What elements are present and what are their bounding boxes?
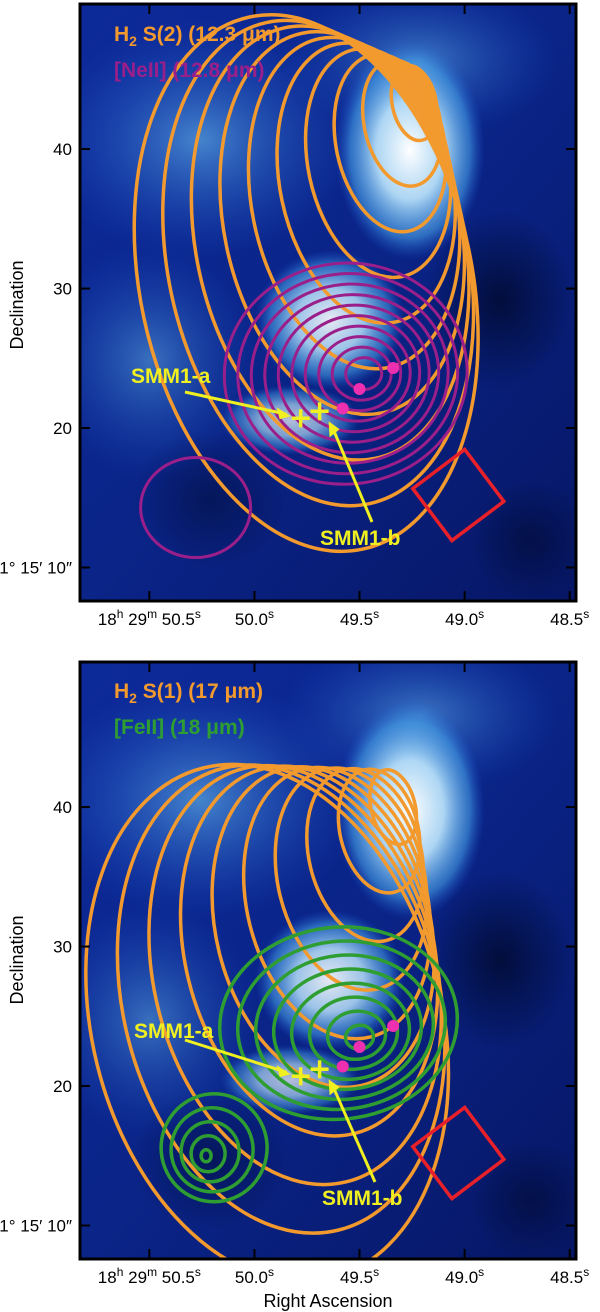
x-tick-label: 48.5s​	[550, 607, 589, 629]
contour-level	[139, 456, 253, 560]
y-tick-label: 40	[53, 140, 72, 159]
label-smm1-b-bottom: SMM1-b	[322, 1187, 403, 1210]
x-tick-label: 50.0s​	[235, 1265, 274, 1287]
contour-level	[276, 303, 431, 444]
source-dot	[387, 362, 400, 375]
source-cross	[310, 1060, 329, 1079]
arrow-smm1-b	[328, 1079, 377, 1183]
contour-level	[159, 1092, 269, 1204]
contour-level	[235, 939, 448, 1112]
source-cross	[291, 1067, 310, 1086]
contour-level	[271, 967, 424, 1092]
y-tick-label: 01° 15′ 10″	[0, 1217, 72, 1236]
ylabel-top: Declination	[7, 260, 27, 349]
source-dot	[353, 382, 366, 395]
contour-level	[169, 1106, 255, 1194]
contour-level	[132, 12, 480, 554]
legend-feii: [FeII] (18 μm)	[114, 716, 245, 739]
y-tick-label: 20	[53, 1077, 72, 1096]
contour-series-0	[132, 12, 480, 554]
background-image-top	[80, 4, 576, 601]
panel-bottom: 18h​ 29m​ 50.5s​ 50.0s​ 49.5s​ 49.0s​ 48.5s​…	[0, 660, 589, 1311]
y-tick-label: 20	[53, 419, 72, 438]
legend-h2s2: H2 S(2) (12.3 μm)	[114, 23, 281, 49]
source-dot	[336, 1060, 349, 1073]
contour-series-2	[159, 1092, 269, 1204]
source-dot	[336, 402, 349, 415]
contour-level	[189, 1134, 227, 1174]
y-tick-label: 01° 15′ 10″	[0, 559, 72, 578]
x-tick-label: 50.0s​	[235, 607, 274, 629]
label-smm1-a-bottom: SMM1-a	[134, 1020, 214, 1043]
plot-frame-bottom	[78, 660, 578, 1261]
contour-level	[290, 314, 422, 434]
x-tick-label: 48.5s​	[550, 1265, 589, 1287]
contour-level	[147, 763, 444, 1187]
beam-box	[410, 446, 507, 543]
arrow-smm1-a	[184, 1038, 291, 1078]
x-tick-label: 49.5s​	[340, 607, 379, 629]
source-dot	[353, 1040, 366, 1053]
source-dot	[387, 1020, 400, 1033]
y-tick-label: 30	[53, 938, 72, 957]
contour-level	[303, 324, 412, 423]
contour-level	[236, 272, 460, 476]
source-cross	[291, 409, 310, 428]
legend-neii: [NeII] (12.8 μm)	[114, 59, 265, 82]
contour-level	[325, 1009, 388, 1062]
contour-level	[249, 282, 450, 465]
x-tick-label: 49.0s​	[445, 1265, 484, 1287]
contour-series-1	[218, 925, 460, 1122]
contour-level	[253, 953, 436, 1102]
x-tick-label: 18h​ 29m​ 50.5s​	[98, 1265, 201, 1287]
y-tick-label: 40	[53, 798, 72, 817]
label-smm1-b: SMM1-b	[320, 527, 401, 550]
x-tick-label: 49.0s​	[445, 607, 484, 629]
plot-frame-top	[78, 2, 578, 603]
contour-level	[84, 762, 451, 1259]
panel-top: 18h​ 29m​ 50.5s​ 50.0s​ 49.5s​ 49.0s​ 48.5s​…	[0, 2, 589, 629]
contour-series-2	[139, 456, 253, 560]
background-image-bottom	[80, 662, 576, 1259]
beam-box	[410, 1104, 507, 1201]
x-tick-label: 49.5s​	[340, 1265, 379, 1287]
contour-level	[289, 981, 412, 1082]
y-tick-label: 30	[53, 280, 72, 299]
ylabel-bottom: Declination	[7, 915, 27, 1004]
arrow-smm1-b	[328, 421, 374, 523]
contour-level	[199, 1148, 213, 1164]
contour-level	[179, 1120, 241, 1184]
arrow-smm1-a	[184, 390, 291, 420]
xlabel-bottom: Right Ascension	[263, 1291, 392, 1311]
source-cross	[310, 402, 329, 421]
label-smm1-a: SMM1-a	[131, 365, 211, 388]
legend-h2s1: H2 S(1) (17 μm)	[114, 680, 263, 706]
contour-level	[317, 335, 403, 413]
x-tick-label: 18h​ 29m​ 50.5s​	[98, 607, 201, 629]
contour-level	[263, 293, 441, 455]
